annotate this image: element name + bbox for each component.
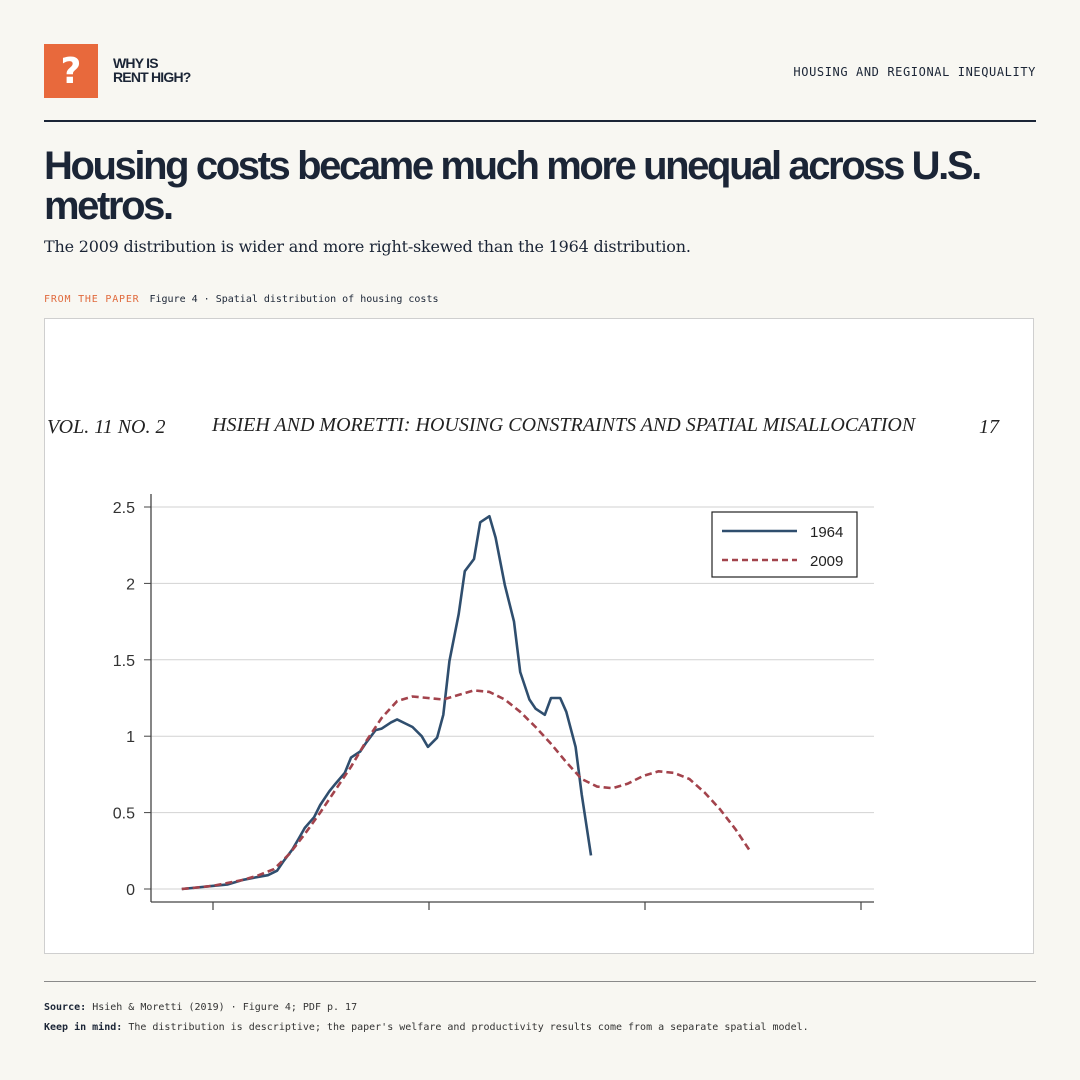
figure-kicker: FROM THE PAPER <box>44 294 140 305</box>
y-tick-label-1: 0.5 <box>113 806 135 823</box>
caveat-text: The distribution is descriptive; the pap… <box>128 1022 809 1033</box>
gridlines <box>151 506 874 890</box>
section-tag: HOUSING AND REGIONAL INEQUALITY <box>793 65 1036 79</box>
series-line-1964 <box>181 514 593 891</box>
source-text: Hsieh & Moretti (2019) · Figure 4; PDF p… <box>92 1002 358 1013</box>
figure-label: Figure 4 · Spatial distribution of housi… <box>149 294 439 305</box>
figure-frame: VOL. 11 NO. 2 HSIEH AND MORETTI: HOUSING… <box>44 318 1034 954</box>
figure-chart: VOL. 11 NO. 2 HSIEH AND MORETTI: HOUSING… <box>47 414 1000 910</box>
legend-label-1964: 1964 <box>810 524 843 541</box>
brand-name: WHY IS RENT HIGH? <box>113 56 233 84</box>
series-line-2009 <box>181 689 752 891</box>
legend-label-2009: 2009 <box>810 553 843 570</box>
source-note: Source: Hsieh & Moretti (2019) · Figure … <box>44 1002 357 1013</box>
y-tick-label-2: 1 <box>126 729 135 746</box>
source-label: Source: <box>44 1002 87 1013</box>
y-tick-label-0: 0 <box>126 882 135 899</box>
caveat-label: Keep in mind: <box>44 1022 123 1033</box>
page-header-title: HSIEH AND MORETTI: HOUSING CONSTRAINTS A… <box>211 414 917 436</box>
legend-box <box>711 511 858 578</box>
brand-name-line1: WHY IS <box>113 55 159 71</box>
top-divider <box>44 120 1036 122</box>
y-tick-label-5: 2.5 <box>113 500 135 517</box>
axes: 0 0.5 1 1.5 2 2.5 <box>113 494 874 910</box>
y-tick-label-3: 1.5 <box>113 653 135 670</box>
page-header-volume: VOL. 11 NO. 2 <box>47 416 166 438</box>
series-lines <box>181 514 752 891</box>
question-mark-icon: ? <box>60 50 82 92</box>
brand-name-line2: RENT HIGH? <box>113 69 191 85</box>
caveat-note: Keep in mind: The distribution is descri… <box>44 1022 809 1033</box>
brand-logo: ? <box>44 44 98 98</box>
headline: Housing costs became much more unequal a… <box>44 144 982 228</box>
y-tick-label-4: 2 <box>126 576 135 593</box>
page-header-page-number: 17 <box>979 416 1000 438</box>
bottom-divider <box>44 981 1036 982</box>
legend: 1964 2009 <box>711 511 858 578</box>
figure-caption: FROM THE PAPER Figure 4 · Spatial distrib… <box>44 294 438 305</box>
subheadline: The 2009 distribution is wider and more … <box>44 237 691 256</box>
